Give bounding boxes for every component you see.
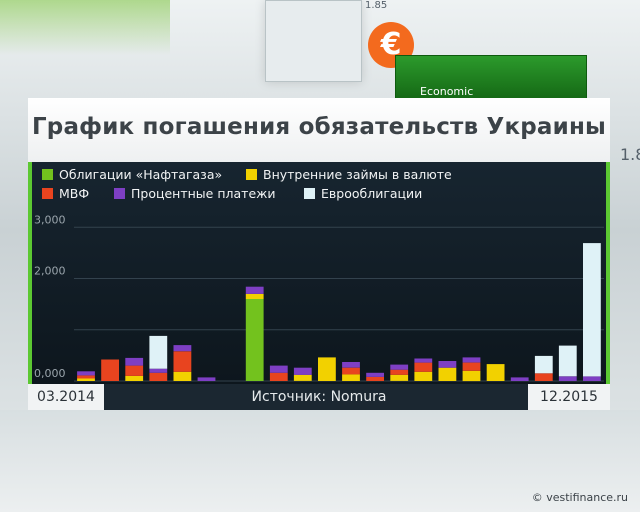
background-floor	[0, 410, 640, 512]
bar-segment-domestic_fx	[125, 375, 144, 381]
bar-segment-domestic_fx	[414, 371, 433, 381]
bar-segment-interest	[583, 376, 601, 381]
bar-segment-interest	[173, 345, 192, 352]
bar-segment-eurobonds	[558, 345, 577, 377]
bar-segment-imf	[173, 351, 192, 372]
bar-segment-domestic_fx	[438, 367, 457, 381]
y-tick-label: 3,000	[34, 213, 66, 226]
chart-title: График погашения обязательств Украины	[31, 114, 607, 140]
legend-item-domestic-fx: Внутренние займы в валюте	[246, 167, 452, 182]
bar-segment-interest	[366, 372, 384, 377]
chart-panel: Облигации «Нафтагаза» Внутренние займы в…	[28, 162, 610, 384]
bar-segment-interest	[293, 367, 312, 375]
bar-segment-interest	[245, 286, 264, 294]
legend-label-naftogaz: Облигации «Нафтагаза»	[59, 167, 223, 182]
legend-swatch-eurobonds	[304, 188, 315, 199]
bar-segment-domestic_fx	[390, 374, 409, 381]
bar-segment-imf	[462, 362, 481, 371]
timeline-bar: Источник: Nomura 03.2014 12.2015	[28, 384, 610, 410]
bar-segment-eurobonds	[534, 355, 553, 374]
bar-segment-interest	[77, 371, 95, 376]
bar-segment-imf	[342, 367, 360, 375]
bar-segment-interest	[342, 362, 360, 368]
legend-label-domestic-fx: Внутренние займы в валюте	[263, 167, 452, 182]
bar-segment-eurobonds	[583, 243, 601, 377]
bar-segment-domestic_fx	[245, 293, 264, 299]
legend-item-eurobonds: Еврооблигации	[304, 186, 422, 201]
legend-swatch-imf	[42, 188, 53, 199]
background-number: 1.8	[620, 145, 640, 164]
legend-label-interest: Процентные платежи	[131, 186, 276, 201]
legend-item-interest: Процентные платежи	[114, 186, 276, 201]
background-number-small: 1.85	[365, 0, 388, 11]
legend-swatch-naftogaz	[42, 169, 53, 180]
legend-swatch-domestic-fx	[246, 169, 257, 180]
legend-swatch-interest	[114, 188, 125, 199]
bar-segment-domestic_fx	[486, 364, 505, 381]
credit-label: © vestifinance.ru	[531, 491, 628, 504]
bar-segment-interest	[125, 357, 144, 366]
bar-segment-imf	[269, 372, 288, 381]
legend-label-eurobonds: Еврооблигации	[321, 186, 423, 201]
bar-segment-interest	[197, 377, 216, 381]
bar-segment-naftogaz	[245, 299, 264, 381]
bar-segment-imf	[414, 362, 433, 372]
stacked-bar-plot: 0,000 2,000 3,000	[34, 213, 604, 382]
bar-segment-interest	[390, 364, 409, 370]
background-box	[265, 0, 362, 82]
background-econ-text: Economic	[420, 85, 474, 98]
bar-segment-imf	[77, 375, 95, 379]
y-tick-label: 2,000	[34, 265, 66, 278]
bar-segment-domestic_fx	[342, 374, 360, 381]
bar-segment-domestic_fx	[462, 370, 481, 382]
end-date-label: 12.2015	[528, 384, 610, 410]
background-green-glow	[0, 0, 170, 55]
y-tick-label: 0,000	[34, 367, 66, 380]
panel-accent-left	[28, 162, 32, 384]
bar-segment-imf	[534, 373, 553, 381]
legend-label-imf: МВФ	[59, 186, 90, 201]
bar-segment-interest	[558, 376, 577, 381]
bar-segment-domestic_fx	[293, 374, 312, 381]
bar-segment-imf	[366, 376, 384, 381]
bar-segment-domestic_fx	[173, 371, 192, 381]
source-label: Источник: Nomura	[251, 389, 387, 405]
legend-item-imf: МВФ	[42, 186, 89, 201]
panel-accent-right	[606, 162, 610, 384]
bar-segment-interest	[438, 361, 457, 368]
bar-segment-imf	[125, 365, 144, 376]
bar-segment-eurobonds	[149, 335, 168, 369]
start-date-label: 03.2014	[28, 384, 104, 410]
bar-segment-domestic_fx	[77, 378, 95, 381]
bar-segment-imf	[101, 359, 119, 381]
bar-segment-interest	[510, 377, 529, 381]
bar-segment-interest	[462, 357, 481, 363]
title-panel: График погашения обязательств Украины	[28, 98, 610, 162]
bar-segment-interest	[414, 358, 433, 363]
bar-segment-interest	[149, 368, 168, 373]
bar-segment-domestic_fx	[318, 357, 336, 381]
bar-segment-imf	[149, 372, 168, 381]
bar-segment-imf	[390, 369, 409, 375]
legend-item-naftogaz: Облигации «Нафтагаза»	[42, 167, 222, 182]
bar-segment-interest	[269, 365, 288, 373]
